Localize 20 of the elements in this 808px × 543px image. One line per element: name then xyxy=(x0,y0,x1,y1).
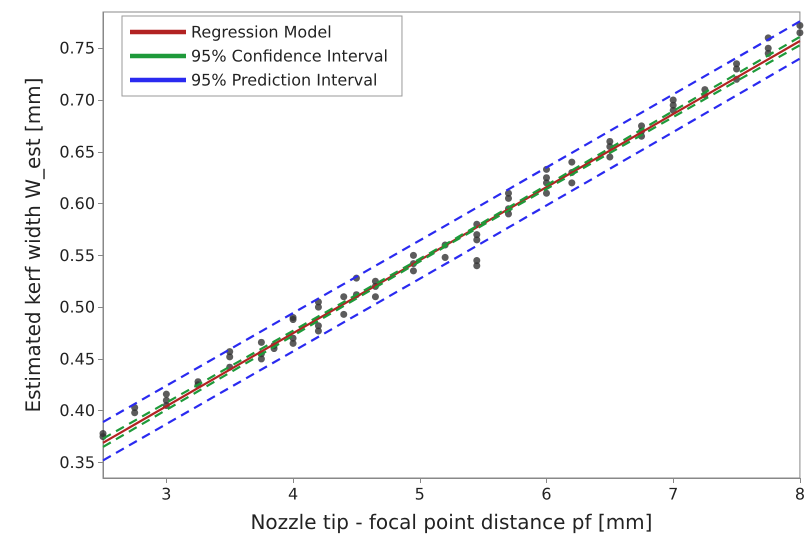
legend-label: Regression Model xyxy=(191,22,332,42)
y-tick-label: 0.70 xyxy=(59,90,95,110)
x-tick-label: 5 xyxy=(414,484,425,504)
x-tick-label: 3 xyxy=(161,484,172,504)
y-tick-label: 0.75 xyxy=(59,38,95,58)
y-axis-title: Estimated kerf width W_est [mm] xyxy=(21,78,45,412)
y-tick-label: 0.60 xyxy=(59,194,95,214)
legend-label: 95% Confidence Interval xyxy=(191,46,388,66)
x-axis-title: Nozzle tip - focal point distance pf [mm] xyxy=(250,510,652,534)
y-tick-label: 0.45 xyxy=(59,349,95,368)
legend-label: 95% Prediction Interval xyxy=(191,70,378,90)
x-tick-label: 6 xyxy=(541,484,552,504)
x-tick-label: 7 xyxy=(668,484,678,504)
y-tick-label: 0.50 xyxy=(59,298,95,317)
y-tick-label: 0.65 xyxy=(59,142,95,162)
x-tick-label: 4 xyxy=(288,484,298,504)
y-tick-label: 0.35 xyxy=(59,452,95,472)
x-tick-label: 8 xyxy=(794,484,806,504)
y-tick-label: 0.40 xyxy=(59,401,95,420)
y-tick-label: 0.55 xyxy=(59,246,95,265)
